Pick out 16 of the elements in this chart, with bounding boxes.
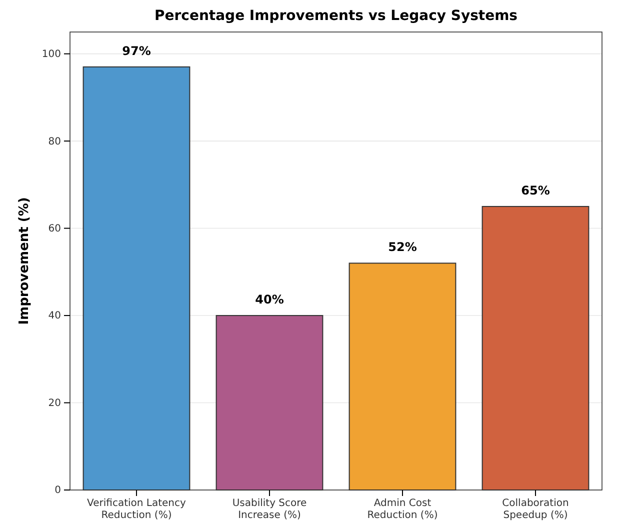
y-tick-label: 80 [48,136,61,148]
y-tick-label: 20 [48,398,61,409]
data-label: 97% [122,44,151,58]
y-tick-label: 40 [48,310,61,322]
y-tick-label: 100 [42,49,61,60]
x-tick-label: Collaboration Speedup (%) [502,498,569,521]
x-tick-label: Usability Score Increase (%) [232,498,307,521]
x-tick-label: Verification Latency Reduction (%) [87,498,186,521]
data-label: 52% [388,240,417,254]
data-label: 40% [255,292,284,307]
y-axis-title: Improvement (%) [17,197,32,325]
y-tick-label: 60 [48,223,61,234]
chart-title: Percentage Improvements vs Legacy Systems [154,8,518,24]
y-tick-label: 0 [54,485,61,496]
data-label: 65% [521,183,550,198]
x-tick-label: Admin Cost Reduction (%) [367,498,438,521]
